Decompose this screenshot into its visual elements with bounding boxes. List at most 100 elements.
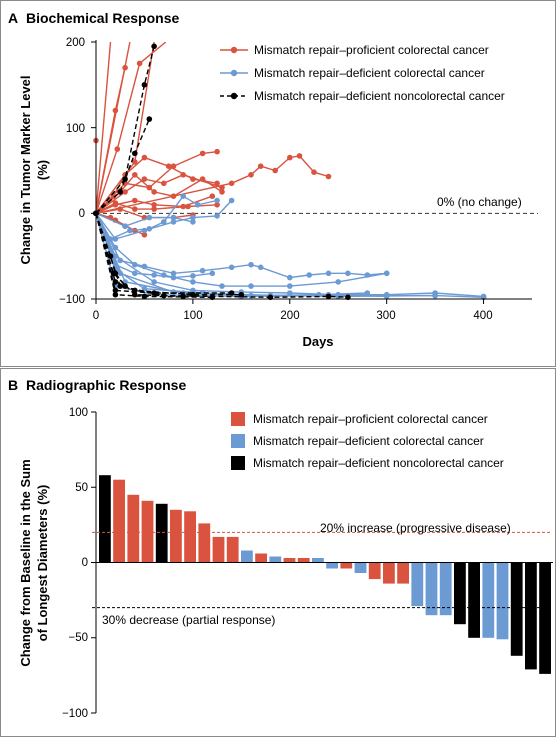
panel-a-axes [91, 40, 532, 304]
point-proficient_crc-7-2 [132, 206, 138, 212]
panel-a-ytick-minus100: −100 [59, 294, 85, 306]
point-proficient_crc-7-3 [151, 206, 157, 212]
panel-b-legend: Mismatch repair–proficient colorectal ca… [231, 412, 504, 470]
bar-20 [383, 562, 395, 584]
point-deficient_crc-4-5 [180, 193, 186, 199]
point-deficient_crc-1-8 [287, 274, 293, 281]
point-deficient_crc-0-5 [190, 273, 196, 279]
bar-27 [482, 562, 495, 638]
panel-b-ytick-100: 100 [69, 407, 88, 419]
legend-b-swatch-deficient-crc [231, 434, 245, 448]
panel-a-y-axis-label-line2: (%) [35, 160, 50, 180]
point-proficient_crc-4-1 [114, 146, 121, 152]
legend-b-swatch-proficient [231, 412, 245, 426]
point-deficient_crc-4-7 [214, 197, 220, 204]
bar-26 [468, 562, 480, 638]
point-proficient_crc-11-2 [141, 176, 148, 182]
bar-21 [397, 562, 409, 584]
point-deficient_noncrc-6-4 [325, 293, 332, 300]
line-deficient_noncrc-0 [95, 46, 155, 214]
bar-24 [439, 562, 452, 616]
point-deficient_crc-5-2 [146, 214, 153, 221]
bar-1 [113, 479, 125, 563]
point-deficient_noncrc-5-1 [112, 291, 119, 298]
point-proficient_crc-12-1 [112, 202, 119, 208]
point-deficient_crc-3-6 [228, 197, 235, 204]
point-proficient_crc-12-4 [180, 203, 186, 210]
point-proficient_crc-12-3 [151, 202, 157, 208]
panel-a-ytick-0: 0 [79, 208, 85, 220]
point-deficient_noncrc-6-1 [117, 283, 123, 289]
point-proficient_crc-3-1 [132, 159, 138, 165]
point-deficient_crc-2-4 [190, 279, 196, 285]
panel-a-series-lines [93, 42, 487, 301]
bar-9 [226, 536, 239, 563]
panel-a-plot [91, 40, 538, 304]
panel-b-axes [91, 411, 553, 714]
point-proficient_crc-12-5 [209, 193, 216, 199]
legend-a-marker-deficient-crc [230, 69, 238, 77]
panel-a-xtick-300: 300 [376, 310, 395, 322]
line-deficient_crc-2 [95, 212, 387, 287]
bar-28 [496, 562, 509, 640]
point-deficient_noncrc-0-1 [122, 176, 128, 182]
point-proficient_crc-9-4 [199, 150, 206, 157]
panel-b-title: Radiographic Response [26, 377, 186, 393]
bar-6 [184, 511, 196, 563]
point-proficient_crc-6-3 [141, 154, 148, 161]
bar-25 [454, 562, 466, 625]
panel-a-xtick-400: 400 [473, 310, 492, 322]
line-deficient_noncrc-6 [95, 213, 348, 299]
point-deficient_crc-2-6 [248, 283, 254, 289]
point-proficient_crc-4-2 [136, 60, 143, 67]
panel-a-ytick-200: 200 [66, 37, 85, 49]
panel-b-ytick-50: 50 [75, 482, 88, 494]
panel-b-ytick-minus50: −50 [68, 632, 88, 644]
bar-22 [411, 562, 424, 607]
point-deficient_crc-5-4 [190, 219, 196, 225]
bar-29 [510, 562, 523, 656]
point-deficient_noncrc-7-1 [110, 270, 117, 277]
point-deficient_noncrc-4-3 [228, 290, 235, 296]
point-proficient_crc-9-5 [214, 148, 220, 155]
panel-a-ytick-100: 100 [66, 123, 85, 135]
point-proficient_crc-10-3 [151, 189, 157, 195]
line-proficient_crc-7 [95, 202, 218, 214]
point-deficient_crc-1-11 [345, 270, 351, 277]
bar-30 [525, 562, 537, 670]
point-deficient_noncrc-1-3 [146, 116, 153, 122]
line-proficient_crc-11 [95, 174, 223, 214]
line-proficient_crc-2 [95, 42, 131, 214]
point-deficient_crc-1-10 [325, 270, 332, 277]
point-deficient_crc-4-3 [146, 226, 153, 232]
point-proficient_crc-8-3 [141, 232, 148, 238]
point-proficient_crc-15-3 [257, 163, 264, 169]
point-deficient_crc-1-4 [199, 267, 206, 274]
panel-b-ytick-0: 0 [82, 557, 88, 569]
point-deficient_noncrc-7-2 [132, 291, 138, 298]
line-deficient_noncrc-4 [95, 213, 232, 294]
bar-18 [354, 562, 367, 573]
point-deficient_crc-10-6 [383, 293, 390, 300]
point-deficient_noncrc-0-2 [141, 82, 148, 88]
bar-12 [269, 556, 282, 563]
point-deficient_crc-2-9 [383, 270, 390, 277]
panel-a-zero-annotation: 0% (no change) [437, 195, 522, 209]
point-proficient_crc-12-2 [132, 197, 138, 204]
point-deficient_crc-4-6 [194, 202, 201, 208]
legend-a-label-proficient: Mismatch repair–proficient colorectal ca… [254, 43, 489, 57]
bar-11 [255, 553, 267, 563]
bar-19 [368, 562, 381, 580]
bar-23 [425, 562, 438, 616]
panel-b-decrease-annotation: 30% decrease (partial response) [102, 613, 275, 627]
line-deficient_crc-4 [95, 195, 218, 240]
point-proficient_crc-7-5 [214, 202, 220, 208]
point-deficient_crc-3-4 [190, 214, 196, 221]
point-deficient_crc-5-1 [122, 223, 128, 229]
point-deficient_crc-4-1 [107, 236, 114, 242]
point-proficient_crc-15-2 [248, 172, 254, 178]
point-deficient_crc-0-3 [151, 272, 157, 278]
legend-a-marker-deficient-noncrc [230, 92, 238, 100]
bar-10 [241, 550, 253, 563]
